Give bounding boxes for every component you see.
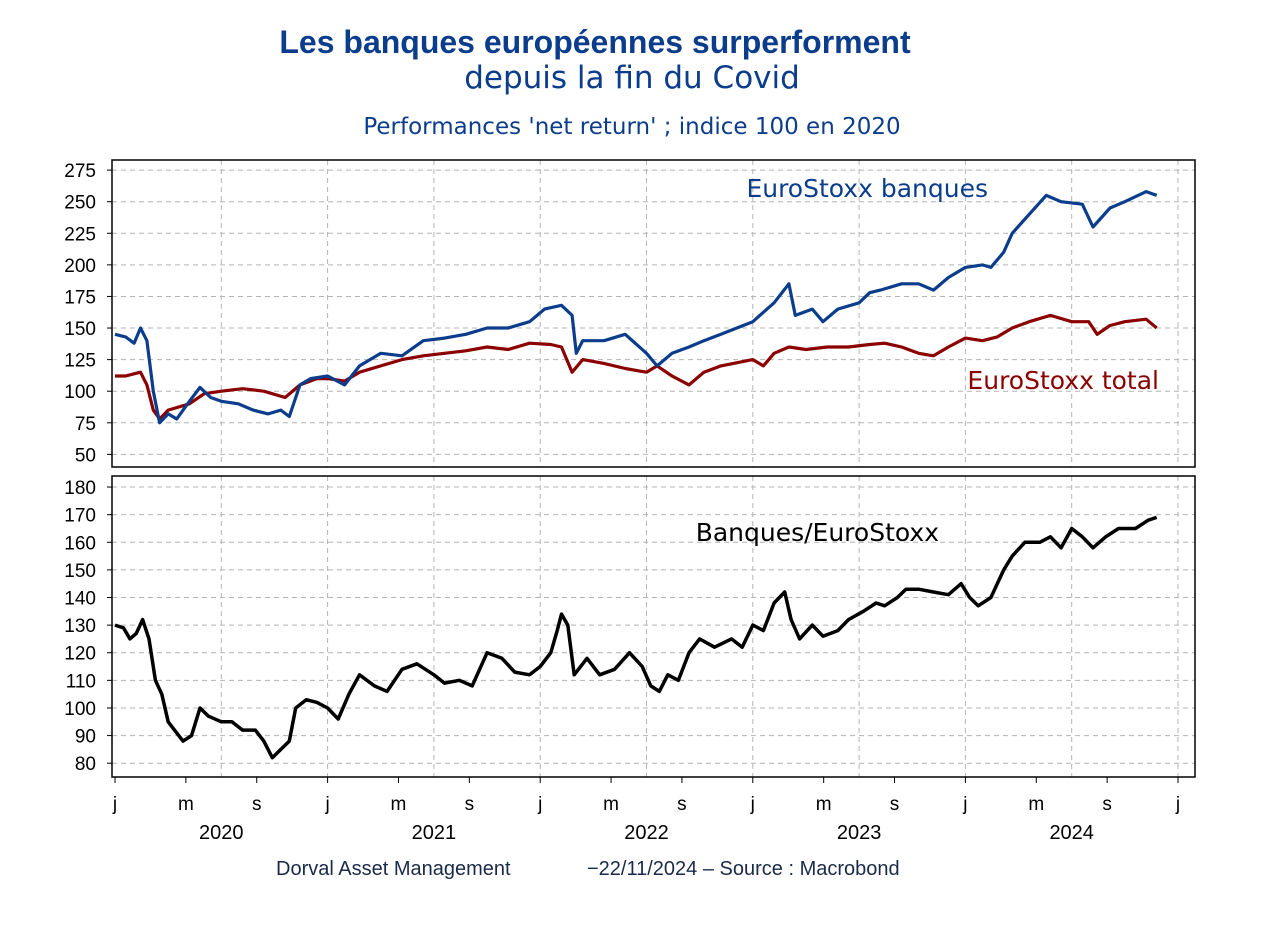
- y-tick-label: 150: [64, 561, 96, 582]
- x-tick-label: j: [324, 794, 329, 815]
- x-tick-label: m: [391, 794, 407, 815]
- chart-subtitle: Performances 'net return' ; indice 100 e…: [363, 114, 901, 140]
- bottom-panel-y-axis: 80 90 100 110 120 130 140 150 160 170 180: [64, 478, 112, 775]
- footer-source-left: Dorval Asset Management: [276, 858, 511, 880]
- footer-source-right: −22/11/2024 – Source : Macrobond: [587, 858, 900, 880]
- y-tick-label: 275: [64, 161, 96, 182]
- x-tick-label: m: [816, 794, 832, 815]
- chart-title-line2: depuis la fin du Covid: [464, 60, 800, 96]
- x-tick-label: s: [252, 794, 262, 815]
- y-tick-label: 225: [64, 224, 96, 245]
- y-tick-label: 125: [64, 351, 96, 372]
- y-tick-label: 130: [64, 616, 96, 637]
- x-tick-label: s: [465, 794, 475, 815]
- y-tick-label: 140: [64, 589, 96, 610]
- y-tick-label: 200: [64, 256, 96, 277]
- x-tick-label: j: [962, 794, 967, 815]
- x-year-label: 2020: [199, 822, 244, 844]
- y-tick-label: 50: [75, 445, 96, 466]
- x-year-label: 2024: [1049, 822, 1094, 844]
- series-line-eurostoxx-total: [115, 313, 1158, 421]
- series-label-ratio: Banques/EuroStoxx: [696, 518, 939, 547]
- x-tick-label: m: [178, 794, 194, 815]
- y-tick-label: 100: [64, 382, 96, 403]
- y-tick-label: 150: [64, 319, 96, 340]
- y-tick-label: 250: [64, 193, 96, 214]
- x-tick-label: j: [112, 794, 117, 815]
- x-tick-label: m: [1028, 794, 1044, 815]
- y-tick-label: 170: [64, 506, 96, 527]
- top-panel-frame: [111, 159, 1196, 468]
- y-tick-label: 160: [64, 533, 96, 554]
- x-year-label: 2023: [837, 822, 882, 844]
- x-tick-label: s: [677, 794, 687, 815]
- y-tick-label: 175: [64, 287, 96, 308]
- top-panel-y-axis: 50 75 100 125 150 175 200 225 250 275: [64, 161, 112, 466]
- y-tick-label: 75: [75, 414, 96, 435]
- x-tick-label: s: [890, 794, 900, 815]
- y-tick-label: 120: [64, 644, 96, 665]
- bottom-panel-series: [114, 515, 1158, 760]
- x-tick-label: m: [603, 794, 619, 815]
- series-label-banques: EuroStoxx banques: [746, 174, 988, 203]
- series-line-eurostoxx-banques: [114, 190, 1158, 425]
- top-panel-series: [114, 190, 1158, 425]
- bottom-panel-frame: [111, 475, 1196, 778]
- y-tick-label: 180: [64, 478, 96, 499]
- y-tick-label: 80: [75, 754, 96, 775]
- x-year-label: 2022: [624, 822, 669, 844]
- bottom-panel-grid: [112, 476, 1195, 777]
- x-year-label: 2021: [412, 822, 457, 844]
- y-tick-label: 90: [75, 727, 96, 748]
- series-label-total: EuroStoxx total: [967, 366, 1159, 395]
- y-tick-label: 100: [64, 699, 96, 720]
- x-tick-label: j: [1175, 794, 1180, 815]
- chart-title-line1: Les banques européennes surperforment: [279, 24, 911, 60]
- x-tick-label: j: [537, 794, 542, 815]
- x-tick-label: s: [1102, 794, 1112, 815]
- y-tick-label: 110: [66, 671, 96, 692]
- x-axis: j m s j m s j m s j m s j m s j 2020 2021 2022 2023 2024: [112, 777, 1180, 844]
- x-tick-label: j: [750, 794, 755, 815]
- top-panel-grid: [112, 160, 1195, 467]
- series-line-banques-eurostoxx: [114, 515, 1158, 760]
